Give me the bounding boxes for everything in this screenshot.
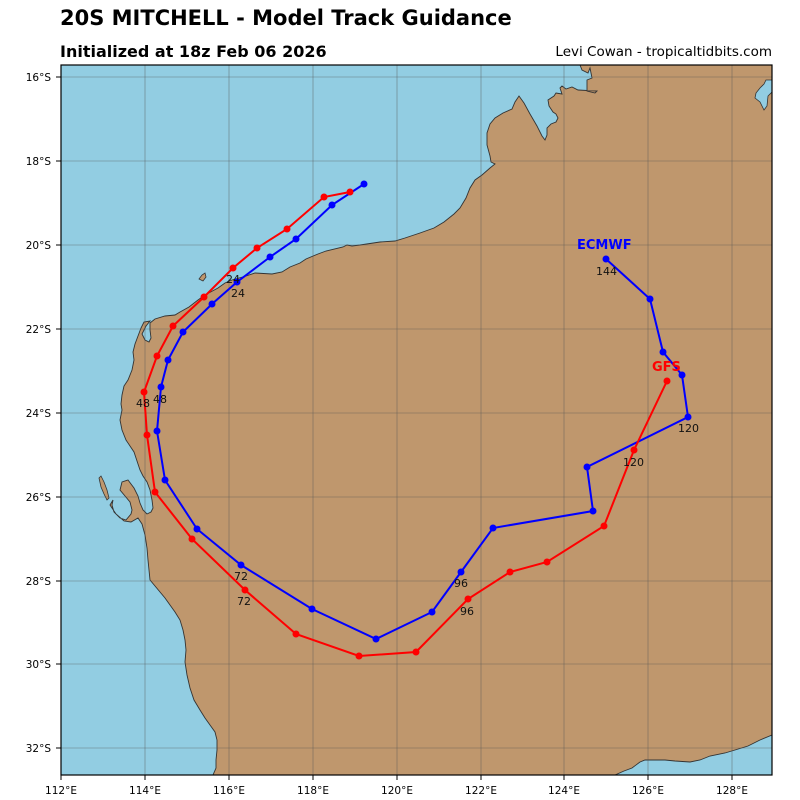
gfs-hour-48: 48: [136, 397, 150, 410]
ecmwf-hour-24: 24: [231, 287, 245, 300]
y-tick-label: 32°S: [26, 743, 52, 755]
gfs-label: GFS: [652, 360, 681, 375]
y-tick-label: 16°S: [26, 72, 52, 84]
y-tick-label: 22°S: [26, 324, 52, 336]
x-tick-label: 122°E: [465, 785, 497, 797]
x-tick-label: 112°E: [45, 785, 77, 797]
gfs-hour-24: 24: [226, 273, 240, 286]
y-axis: [56, 76, 61, 749]
gfs-track: [140, 188, 671, 660]
y-tick-label: 28°S: [26, 576, 52, 588]
x-tick-label: 128°E: [716, 785, 748, 797]
x-tick-label: 114°E: [129, 785, 161, 797]
ecmwf-track: [153, 180, 692, 643]
gfs-hour-120: 120: [623, 456, 644, 469]
ecmwf-hour-48: 48: [153, 393, 167, 406]
island: [198, 272, 207, 282]
x-tick-label: 126°E: [632, 785, 664, 797]
x-axis: [60, 775, 733, 780]
x-tick-label: 116°E: [213, 785, 245, 797]
ecmwf-label: ECMWF: [577, 238, 632, 253]
x-tick-label: 118°E: [297, 785, 329, 797]
x-tick-label: 120°E: [381, 785, 413, 797]
x-tick-label: 124°E: [548, 785, 580, 797]
y-tick-label: 20°S: [26, 240, 52, 252]
gfs-hour-72: 72: [237, 595, 251, 608]
y-tick-label: 26°S: [26, 492, 52, 504]
credit-text: Levi Cowan - tropicaltidbits.com: [555, 44, 772, 60]
y-tick-label: 24°S: [26, 408, 52, 420]
y-tick-label: 30°S: [26, 659, 52, 671]
gfs-hour-96: 96: [460, 605, 474, 618]
chart-title: 20S MITCHELL - Model Track Guidance: [60, 6, 512, 30]
plot-frame: [60, 64, 773, 776]
island: [98, 475, 110, 501]
ecmwf-hour-96: 96: [454, 577, 468, 590]
inland-water: [754, 79, 772, 111]
ecmwf-hour-144: 144: [596, 265, 617, 278]
y-tick-label: 18°S: [26, 156, 52, 168]
ecmwf-hour-120: 120: [678, 422, 699, 435]
ecmwf-hour-72: 72: [234, 570, 248, 583]
init-time-subtitle: Initialized at 18z Feb 06 2026: [60, 42, 327, 61]
